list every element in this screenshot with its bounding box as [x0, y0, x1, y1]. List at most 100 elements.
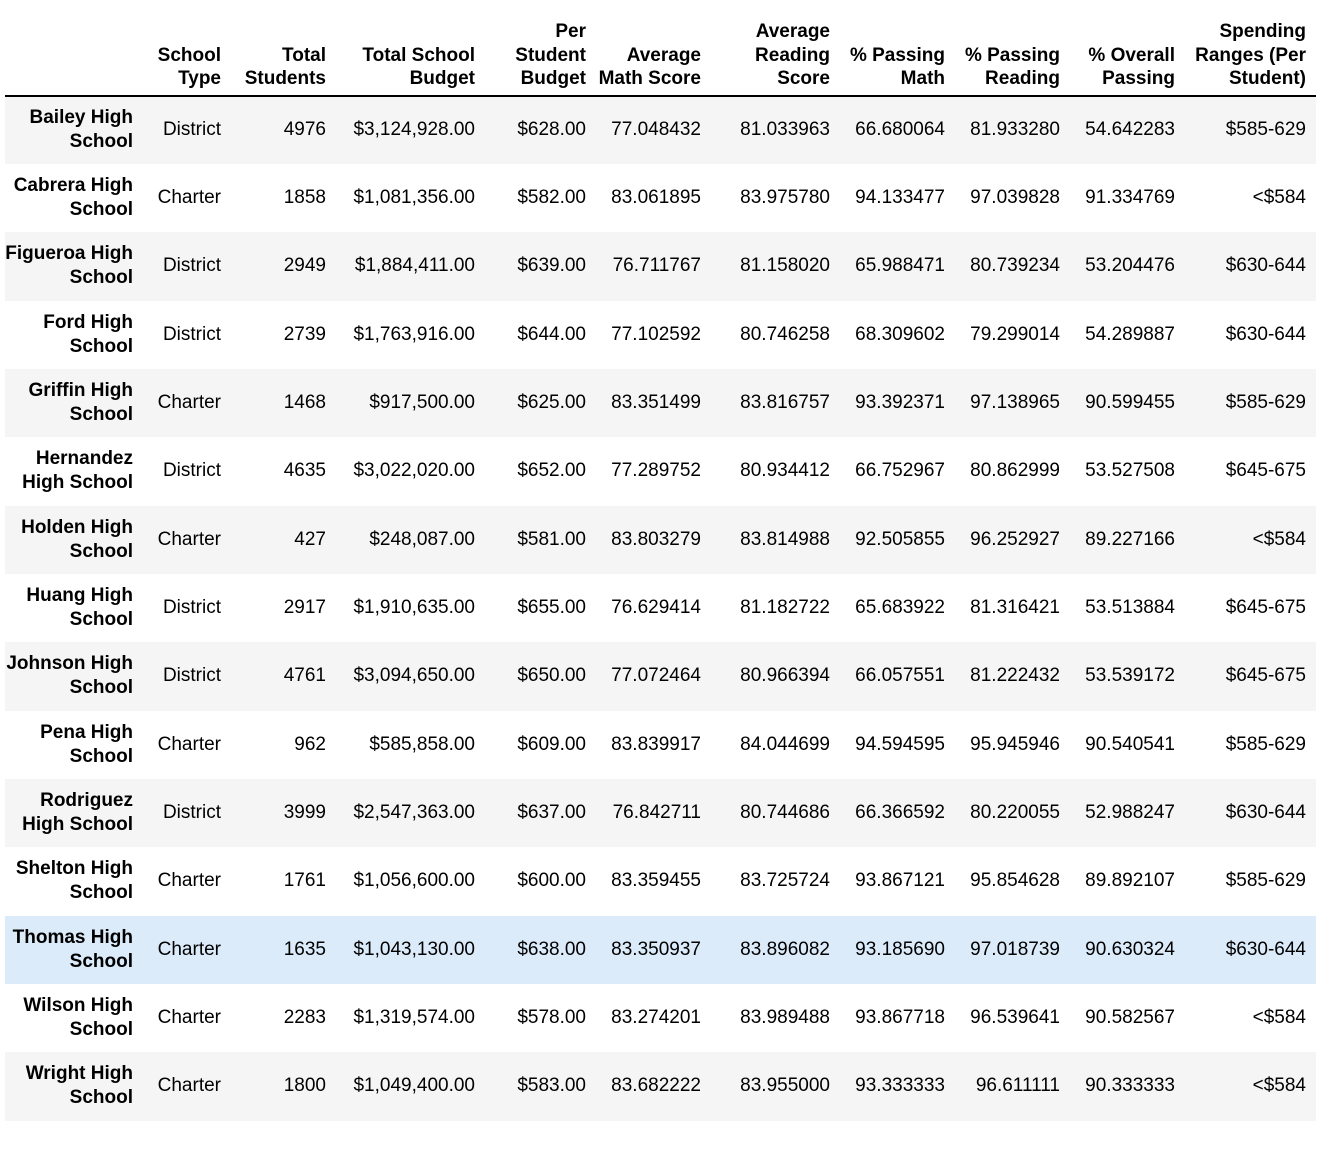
table-row: Rodriguez High School District 3999 $2,547,… — [5, 778, 1316, 848]
cell-overall-passing: 90.630324 — [1085, 938, 1175, 960]
table-row: Huang High School District 2917 $1,910,635.… — [5, 573, 1316, 643]
row-label-school-name: Griffin High School — [28, 380, 133, 426]
cell-per-student-budget: $600.00 — [517, 870, 586, 892]
cell-spending-range: $630-644 — [1225, 255, 1306, 277]
cell-total-students: 3999 — [283, 802, 326, 824]
column-header-per-student-budget: Per Student Budget — [485, 20, 596, 97]
cell-total-students: 4761 — [283, 665, 326, 687]
cell-spending-range: $645-675 — [1225, 460, 1306, 482]
cell-average-math-score: 77.072464 — [611, 665, 701, 687]
cell-average-math-score: 76.629414 — [611, 597, 701, 619]
cell-passing-reading: 96.611111 — [975, 1075, 1060, 1097]
row-label-school-name: Holden High School — [21, 516, 133, 562]
cell-overall-passing: 90.333333 — [1085, 1075, 1175, 1097]
cell-average-math-score: 83.350937 — [611, 938, 701, 960]
cell-passing-reading: 81.316421 — [970, 597, 1060, 619]
row-label-school-name: Johnson High School — [6, 653, 133, 699]
cell-average-math-score: 83.359455 — [611, 870, 701, 892]
cell-total-school-budget: $248,087.00 — [369, 528, 475, 550]
cell-passing-math: 94.133477 — [855, 187, 945, 209]
cell-total-students: 4635 — [283, 460, 326, 482]
cell-school-type: District — [162, 323, 221, 345]
cell-spending-range: $585-629 — [1225, 870, 1306, 892]
cell-total-school-budget: $3,124,928.00 — [353, 119, 475, 141]
cell-per-student-budget: $638.00 — [517, 938, 586, 960]
row-label-school-name: Huang High School — [26, 585, 133, 631]
cell-total-students: 1468 — [283, 392, 326, 414]
cell-average-math-score: 83.351499 — [611, 392, 701, 414]
cell-school-type: District — [162, 597, 221, 619]
cell-per-student-budget: $644.00 — [517, 323, 586, 345]
table-row: Pena High School Charter 962 $585,858.00 $60… — [5, 710, 1316, 779]
cell-school-type: Charter — [157, 870, 221, 892]
cell-average-reading-score: 83.989488 — [740, 1007, 830, 1029]
cell-per-student-budget: $637.00 — [517, 802, 586, 824]
column-header-average-reading-score: Average Reading Score — [711, 20, 840, 97]
cell-per-student-budget: $625.00 — [517, 392, 586, 414]
cell-passing-math: 93.185690 — [855, 938, 945, 960]
school-summary-table: School Type Total Students Total School … — [5, 20, 1316, 1121]
cell-passing-math: 65.988471 — [855, 255, 945, 277]
cell-total-school-budget: $585,858.00 — [369, 733, 475, 755]
table-row: Johnson High School District 4761 $3,094,65… — [5, 642, 1316, 711]
cell-overall-passing: 52.988247 — [1085, 802, 1175, 824]
cell-school-type: Charter — [157, 528, 221, 550]
column-header-passing-reading: % Passing Reading — [955, 20, 1070, 97]
cell-overall-passing: 89.892107 — [1085, 870, 1175, 892]
cell-total-students: 427 — [294, 528, 326, 550]
cell-school-type: Charter — [157, 1075, 221, 1097]
cell-spending-range: $630-644 — [1225, 323, 1306, 345]
cell-passing-reading: 97.138965 — [970, 392, 1060, 414]
cell-passing-reading: 80.739234 — [970, 255, 1060, 277]
table-row: Bailey High School District 4976 $3,124,928… — [5, 95, 1316, 164]
cell-spending-range: $645-675 — [1225, 665, 1306, 687]
row-label-school-name: Bailey High School — [29, 107, 133, 153]
column-header-overall-passing: % Overall Passing — [1070, 20, 1185, 97]
cell-overall-passing: 54.289887 — [1085, 323, 1175, 345]
column-header-passing-math: % Passing Math — [840, 20, 955, 97]
cell-total-school-budget: $2,547,363.00 — [353, 802, 475, 824]
row-label-school-name: Wilson High School — [23, 995, 133, 1041]
cell-total-students: 2949 — [283, 255, 326, 277]
cell-average-reading-score: 81.158020 — [740, 255, 830, 277]
cell-total-school-budget: $1,763,916.00 — [353, 323, 475, 345]
cell-spending-range: <$584 — [1252, 187, 1306, 209]
cell-school-type: District — [162, 255, 221, 277]
cell-overall-passing: 90.540541 — [1085, 733, 1175, 755]
cell-school-type: Charter — [157, 187, 221, 209]
cell-total-students: 1800 — [283, 1075, 326, 1097]
cell-total-students: 2917 — [283, 597, 326, 619]
row-label-school-name: Rodriguez High School — [22, 790, 133, 836]
row-label-school-name: Pena High School — [40, 721, 133, 767]
table-row: Wilson High School Charter 2283 $1,319,574.… — [5, 983, 1316, 1053]
cell-per-student-budget: $582.00 — [517, 187, 586, 209]
cell-total-students: 1858 — [283, 187, 326, 209]
cell-passing-reading: 96.539641 — [970, 1007, 1060, 1029]
cell-passing-math: 93.867121 — [855, 870, 945, 892]
table-header: School Type Total Students Total School … — [5, 20, 1316, 97]
cell-school-type: Charter — [157, 733, 221, 755]
cell-per-student-budget: $655.00 — [517, 597, 586, 619]
cell-spending-range: $645-675 — [1225, 597, 1306, 619]
cell-passing-math: 66.366592 — [855, 802, 945, 824]
cell-average-math-score: 76.842711 — [612, 802, 701, 824]
cell-total-students: 2739 — [283, 323, 326, 345]
column-header-spending-ranges: Spending Ranges (Per Student) — [1185, 20, 1316, 97]
cell-passing-reading: 81.222432 — [970, 665, 1060, 687]
cell-spending-range: <$584 — [1252, 1075, 1306, 1097]
cell-passing-math: 93.392371 — [855, 392, 945, 414]
cell-total-students: 4976 — [283, 119, 326, 141]
cell-passing-reading: 97.018739 — [970, 938, 1060, 960]
cell-passing-reading: 80.220055 — [970, 802, 1060, 824]
cell-average-reading-score: 81.033963 — [740, 119, 830, 141]
header-row: School Type Total Students Total School … — [5, 20, 1316, 97]
cell-overall-passing: 53.204476 — [1085, 255, 1175, 277]
cell-passing-reading: 96.252927 — [970, 528, 1060, 550]
cell-average-reading-score: 83.814988 — [740, 528, 830, 550]
cell-total-students: 962 — [294, 733, 326, 755]
cell-average-math-score: 77.048432 — [611, 119, 701, 141]
cell-total-school-budget: $1,049,400.00 — [353, 1075, 475, 1097]
cell-total-school-budget: $1,056,600.00 — [353, 870, 475, 892]
cell-average-reading-score: 81.182722 — [740, 597, 830, 619]
cell-average-reading-score: 83.725724 — [740, 870, 830, 892]
